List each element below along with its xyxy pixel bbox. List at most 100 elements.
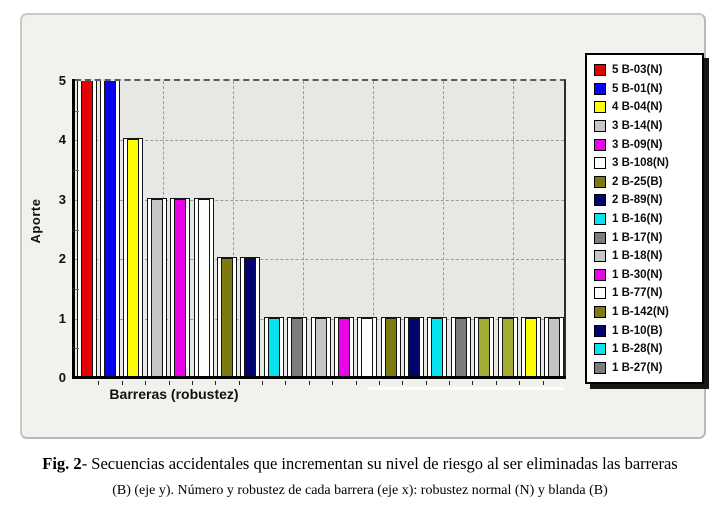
bar-slot [404,316,425,376]
h-gridline [75,259,564,261]
v-gridline [443,81,444,376]
bar-slot [146,197,167,376]
legend-item: 2 B-89(N) [594,191,702,210]
bar [174,198,187,376]
bar [478,317,491,376]
y-minor-tick [75,288,79,290]
x-tick [449,381,451,385]
legend-item: 4 B-04(N) [594,98,702,117]
bar-slot [100,81,121,376]
v-gridline [233,81,234,376]
y-minor-tick [75,348,79,350]
bar [548,317,561,376]
bar [244,258,257,376]
legend-label: 3 B-108(N) [612,157,669,170]
legend-color-swatch [594,231,606,244]
legend-label: 1 B-16(N) [612,213,663,226]
x-tick [472,381,474,385]
x-tick [121,381,123,385]
legend-label: 1 B-10(B) [612,324,663,337]
legend-color-swatch [594,268,606,281]
bar [361,317,374,376]
legend-label: 1 B-17(N) [612,231,663,244]
bar-slot [240,257,261,376]
bar [267,317,280,376]
x-tick [542,381,544,385]
bar [80,81,93,376]
legend-label: 1 B-27(N) [612,361,663,374]
x-tick [98,381,100,385]
legend-color-swatch [594,343,606,356]
bar [127,139,140,376]
bar [197,198,210,376]
y-minor-tick [75,229,79,231]
legend-label: 3 B-14(N) [612,120,663,133]
legend-label: 2 B-89(N) [612,194,663,207]
v-gridline [303,81,304,376]
legend: 5 B-03(N) 5 B-01(N) 4 B-04(N) 3 B-14(N) 3 B-… [585,53,704,384]
legend-color-swatch [594,175,606,188]
bar-slot [497,316,518,376]
x-tick [215,381,217,385]
bar-slot [123,138,144,376]
y-tick-label: 4 [58,132,66,148]
caption-text: - Secuencias accidentales que incrementa… [81,454,678,473]
legend-item: 1 B-27(N) [594,359,702,378]
legend-item: 3 B-108(N) [594,154,702,173]
bar-slot [357,316,378,376]
x-axis-title: Barreras (robustez) [109,386,239,402]
legend-item: 1 B-30(N) [594,266,702,285]
x-tick [355,381,357,385]
v-gridline [513,81,514,376]
legend-color-swatch [594,101,606,114]
bar-slot [310,316,331,376]
bar-slot [170,197,191,376]
bar [314,317,327,376]
legend-color-swatch [594,306,606,319]
legend-label: 1 B-28(N) [612,343,663,356]
legend-color-swatch [594,287,606,300]
legend-color-swatch [594,82,606,95]
legend-item: 1 B-16(N) [594,210,702,229]
bar-slot [427,316,448,376]
x-tick [425,381,427,385]
bar [431,317,444,376]
y-minor-tick [75,170,79,172]
caption-line-1: Fig. 2- Secuencias accidentales que incr… [0,452,720,476]
bar-slot [544,316,564,376]
bar [524,317,537,376]
v-gridline [373,81,374,376]
h-gridline [75,140,564,142]
bar-slot [333,316,354,376]
legend-color-swatch [594,194,606,207]
y-tick-label: 3 [58,191,66,207]
x-tick [238,381,240,385]
bar-slot [474,316,495,376]
legend-item: 1 B-10(B) [594,321,702,340]
bar-slot [287,316,308,376]
bar [408,317,421,376]
legend-label: 5 B-03(N) [612,64,663,77]
legend-label: 3 B-09(N) [612,138,663,151]
x-tick [519,381,521,385]
legend-item: 1 B-142(N) [594,303,702,322]
h-gridline [75,199,564,201]
y-minor-tick [75,110,79,112]
y-tick-label: 2 [58,251,66,267]
legend-color-swatch [594,213,606,226]
legend-color-swatch [594,64,606,77]
figure-number: Fig. 2 [42,454,82,473]
bar [291,317,304,376]
legend-color-swatch [594,157,606,170]
bar-slot [380,316,401,376]
legend-item: 3 B-14(N) [594,117,702,136]
legend-color-swatch [594,250,606,263]
legend-item: 1 B-28(N) [594,340,702,359]
y-tick-label: 1 [58,310,66,326]
bar [384,317,397,376]
y-tick-label: 5 [58,73,66,88]
bar [454,317,467,376]
bar-slot [263,316,284,376]
bar [337,317,350,376]
